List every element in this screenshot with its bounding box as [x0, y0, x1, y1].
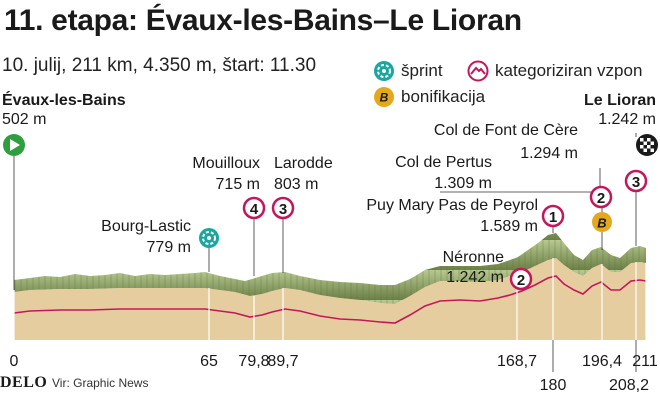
climb-badge-neronne: 2	[509, 267, 533, 291]
start-elevation: 502 m	[2, 111, 47, 128]
label-puy-mary-name: Puy Mary Pas de Peyrol	[366, 197, 538, 214]
sprint-icon	[374, 61, 394, 81]
legend-sprint: šprint	[373, 60, 443, 82]
finish-flag-icon	[636, 134, 658, 156]
label-neronne-name: Néronne	[443, 249, 504, 266]
label-mouilloux-elev: 715 m	[216, 176, 260, 193]
road-line	[13, 275, 647, 324]
svg-text:B: B	[597, 216, 606, 231]
label-puy-mary-elev: 1.589 m	[480, 218, 538, 235]
km-markers	[13, 258, 647, 340]
km-label-168-7: 168,7	[497, 353, 537, 370]
label-bourg-lastic-elev: 779 m	[147, 239, 191, 256]
finish-name: Le Lioran	[583, 92, 656, 109]
stage-subtitle: 10. julij, 211 km, 4.350 m, štart: 11.30	[2, 55, 317, 76]
sprint-marker-icon	[199, 228, 219, 248]
svg-text:4: 4	[250, 201, 259, 218]
km-label-89-7: 89,7	[267, 353, 298, 370]
km-label-196-4: 196,4	[582, 353, 622, 370]
km-label-0: 0	[10, 353, 19, 370]
svg-text:2: 2	[517, 272, 525, 289]
label-pertus-name: Col de Pertus	[395, 154, 492, 171]
legend-climb-label: kategoriziran vzpon	[495, 61, 643, 80]
start-name: Évaux-les-Bains	[2, 92, 126, 109]
start-flag-icon	[3, 134, 25, 156]
bonus-badge-pertus: B	[592, 212, 612, 232]
terrain-fill	[14, 258, 646, 340]
label-pertus-elev: 1.309 m	[434, 175, 492, 192]
terrain-ridge	[14, 233, 646, 304]
label-font-de-cere-name: Col de Font de Cère	[434, 122, 578, 139]
legend-sprint-label: šprint	[401, 61, 443, 80]
km-label-65: 65	[200, 353, 218, 370]
km-label-180: 180	[540, 377, 567, 394]
climb-badge-pertus: 2	[589, 185, 613, 209]
km-label-211: 211	[632, 353, 658, 370]
label-larodde-elev: 803 m	[274, 176, 318, 193]
km-label-79-8: 79,8	[238, 353, 269, 370]
climb-badge-puy-mary: 1	[541, 204, 565, 228]
svg-text:3: 3	[279, 201, 287, 218]
stage-title: 11. etapa: Évaux-les-Bains–Le Lioran	[4, 4, 522, 37]
legend-bonus-label: bonifikacija	[401, 87, 486, 106]
svg-text:2: 2	[597, 190, 605, 207]
legend-climb: kategoriziran vzpon	[467, 60, 642, 82]
bonus-icon: B	[374, 87, 394, 107]
footer-source: Vir: Graphic News	[52, 376, 149, 390]
footer-logo: DELO	[0, 374, 48, 391]
km-label-208-2: 208,2	[609, 377, 649, 394]
label-mouilloux-name: Mouilloux	[192, 155, 260, 172]
legend-bonus: B bonifikacija	[373, 86, 485, 108]
svg-text:1: 1	[549, 209, 557, 226]
label-font-de-cere-elev: 1.294 m	[520, 145, 578, 162]
label-bourg-lastic-name: Bourg-Lastic	[101, 218, 191, 235]
label-neronne-elev: 1.242 m	[446, 269, 504, 286]
label-larodde-name: Larodde	[274, 155, 333, 172]
climb-icon	[467, 60, 489, 82]
climb-badge-font-de-cere: 3	[624, 169, 648, 193]
legend-bonus-glyph: B	[380, 91, 389, 105]
svg-text:3: 3	[632, 174, 640, 191]
climb-badge-larodde: 3	[271, 196, 295, 220]
climb-badge-mouilloux: 4	[242, 196, 266, 220]
finish-elevation: 1.242 m	[598, 111, 656, 128]
